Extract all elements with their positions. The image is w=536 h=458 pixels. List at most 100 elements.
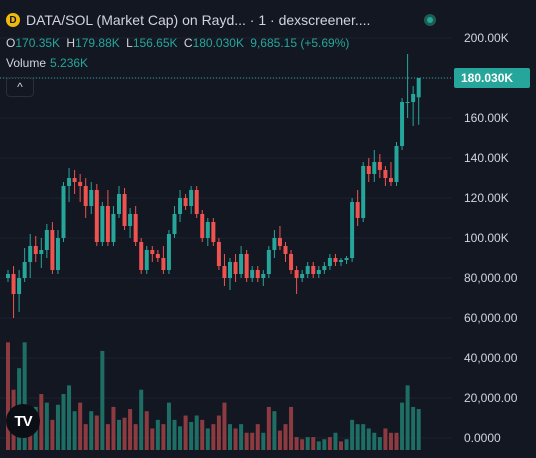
candle-body — [117, 194, 121, 214]
candle-body — [289, 254, 294, 270]
volume-bar — [289, 406, 294, 450]
volume-bar — [122, 417, 127, 450]
candle-body — [200, 214, 205, 238]
volume-bar — [150, 428, 155, 450]
candle-body — [194, 190, 199, 214]
volume-bar — [233, 428, 238, 450]
volume-bar — [272, 411, 277, 450]
candle-body — [94, 190, 99, 242]
candle-body — [122, 194, 127, 226]
candle-body — [239, 254, 244, 274]
volume-bar — [189, 422, 194, 450]
open-value: 170.35K — [15, 36, 61, 50]
volume-bar — [344, 439, 349, 450]
volume-bar — [377, 437, 382, 450]
volume-label: Volume — [6, 56, 47, 70]
volume-bar — [205, 428, 210, 450]
candle-body — [33, 246, 38, 254]
candle-body — [161, 258, 166, 270]
candle-body — [222, 266, 227, 278]
candle-body — [377, 162, 382, 170]
candle-body — [61, 186, 66, 238]
coin-icon: D — [6, 13, 20, 27]
volume-bar — [111, 406, 116, 450]
volume-bar — [294, 437, 299, 450]
candle-body — [172, 214, 177, 234]
candle-body — [339, 260, 343, 262]
candle-body — [350, 202, 355, 258]
candle-body — [83, 186, 88, 206]
volume-bar — [183, 415, 188, 450]
price-tick-label: 160.00K — [464, 111, 509, 125]
candle-body — [100, 206, 105, 242]
symbol-row[interactable]: D DATA/SOL (Market Cap) on Rayd... · 1 ·… — [6, 12, 370, 28]
candle-body — [55, 238, 60, 270]
high-value: 179.88K — [75, 36, 120, 50]
candle-body — [300, 274, 305, 278]
candle-body — [250, 270, 255, 278]
collapse-legend-button[interactable]: ^ — [6, 77, 34, 97]
symbol-title: DATA/SOL (Market Cap) on Rayd... · 1 · d… — [26, 12, 371, 28]
volume-bar — [211, 424, 216, 450]
volume-bar — [194, 415, 199, 450]
price-tick-label: 20,000.00 — [464, 391, 518, 405]
current-price-label: 180.030K — [461, 71, 513, 85]
candle-body — [178, 198, 183, 214]
candle-body — [355, 202, 360, 218]
volume-bar — [300, 439, 305, 450]
candle-body — [166, 234, 171, 270]
price-tick-label: 140.00K — [464, 151, 509, 165]
candle-body — [294, 270, 299, 278]
volume-bar — [133, 424, 138, 450]
candle-body — [411, 94, 416, 102]
volume-bar — [50, 419, 55, 450]
volume-bar — [67, 385, 72, 450]
volume-bar — [239, 424, 244, 450]
candle-body — [272, 238, 277, 250]
volume-bar — [22, 342, 27, 450]
candle-body — [361, 166, 366, 218]
high-label: H — [66, 36, 76, 50]
candle-body — [133, 214, 138, 242]
candles — [6, 54, 421, 318]
volume-bar — [105, 424, 110, 450]
candle-body — [44, 230, 49, 250]
candle-body — [416, 77, 421, 98]
candle-body — [144, 250, 149, 270]
price-axis[interactable]: 200.00K180.00K160.00K140.00K120.00K100.0… — [464, 31, 518, 445]
candle-body — [333, 258, 338, 262]
volume-bar — [277, 430, 282, 450]
low-label: L — [126, 36, 133, 50]
volume-bar — [411, 406, 416, 450]
chevron-up-icon: ^ — [17, 80, 23, 94]
volume-bar — [266, 406, 271, 450]
current-price-tag: 180.030K — [454, 67, 530, 88]
candle-body — [228, 262, 232, 278]
candle-body — [17, 278, 22, 294]
volume-bar — [416, 409, 421, 450]
volume-bar — [44, 402, 49, 450]
volume-bar — [39, 394, 44, 450]
ohlc-row: O170.35K H179.88K L156.65K C180.030K 9,6… — [6, 36, 352, 50]
volume-bar — [100, 350, 105, 450]
volume-bar — [316, 441, 321, 450]
candle-body — [67, 178, 72, 186]
candle-body — [128, 214, 133, 226]
close-label: C — [183, 36, 193, 50]
candle-body — [11, 274, 16, 294]
volume-bar — [255, 424, 260, 450]
volume-bar — [216, 415, 221, 450]
tradingview-logo[interactable]: TV — [6, 404, 40, 438]
volume-bar — [388, 432, 393, 450]
price-tick-label: 0.0000 — [464, 431, 501, 445]
volume-bar — [339, 441, 343, 450]
volume-bar — [228, 424, 232, 450]
volume-bar — [55, 404, 60, 450]
volume-bar — [6, 342, 10, 450]
price-tick-label: 80,000.00 — [464, 271, 518, 285]
change-value: 9,685.15 (+5.69%) — [250, 36, 350, 50]
volume-bar — [355, 424, 360, 450]
volume-bar — [311, 437, 316, 450]
candle-body — [72, 178, 77, 182]
candle-body — [216, 242, 221, 266]
